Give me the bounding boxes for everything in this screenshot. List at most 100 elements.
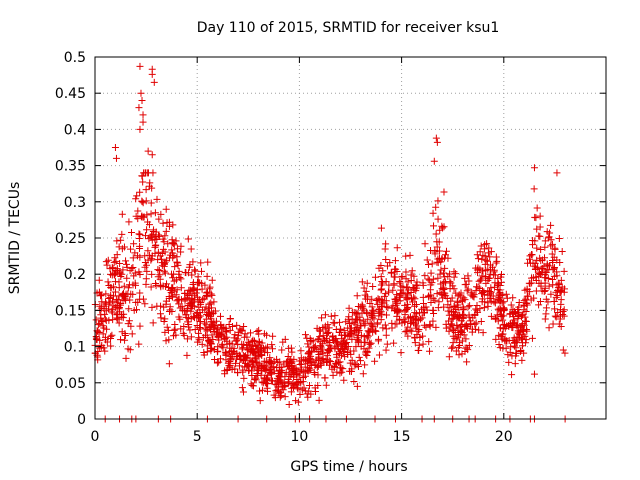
data-point	[434, 215, 442, 223]
data-point	[281, 335, 289, 343]
data-point	[228, 340, 236, 348]
data-point	[532, 273, 540, 281]
data-point	[111, 288, 119, 296]
data-point	[222, 327, 230, 335]
data-point	[201, 306, 209, 314]
data-point	[530, 164, 538, 172]
data-point	[107, 291, 115, 299]
data-point	[408, 267, 416, 275]
data-point	[465, 277, 473, 285]
data-point	[277, 368, 285, 376]
data-point	[314, 371, 322, 379]
data-point	[215, 336, 223, 344]
data-point	[491, 271, 499, 279]
data-point	[114, 315, 122, 323]
data-point	[189, 313, 197, 321]
data-point	[203, 327, 211, 335]
data-point	[463, 358, 471, 366]
data-point	[148, 270, 156, 278]
data-point	[255, 338, 263, 346]
data-point	[164, 240, 172, 248]
data-point	[223, 366, 231, 374]
data-point	[148, 303, 156, 311]
data-point	[461, 274, 469, 282]
data-point	[556, 288, 564, 296]
data-point	[136, 62, 144, 70]
data-point	[497, 278, 505, 286]
data-point	[479, 329, 487, 337]
data-point	[449, 343, 457, 351]
data-point	[411, 309, 419, 317]
data-point	[468, 328, 476, 336]
data-point	[194, 329, 202, 337]
data-point	[442, 247, 450, 255]
data-point	[268, 341, 276, 349]
data-point	[495, 296, 503, 304]
data-point	[542, 274, 550, 282]
data-point	[421, 240, 429, 248]
data-point	[412, 324, 420, 332]
data-point	[441, 264, 449, 272]
data-point	[512, 321, 520, 329]
data-point	[260, 374, 268, 382]
data-point	[116, 269, 124, 277]
data-point	[265, 366, 273, 374]
data-point	[455, 291, 463, 299]
data-point	[154, 256, 162, 264]
data-point	[458, 350, 466, 358]
data-point	[365, 344, 373, 352]
data-point	[428, 279, 436, 287]
data-point	[162, 205, 170, 213]
data-point	[256, 397, 264, 405]
data-point	[391, 320, 399, 328]
data-point	[530, 370, 538, 378]
data-point	[161, 328, 169, 336]
data-point	[154, 248, 162, 256]
x-tick-label: 0	[91, 429, 100, 445]
data-point	[126, 296, 134, 304]
data-point	[557, 296, 565, 304]
data-point	[388, 319, 396, 327]
data-point	[107, 342, 115, 350]
data-point	[536, 254, 544, 262]
data-point	[476, 248, 484, 256]
data-point	[479, 288, 487, 296]
data-point	[223, 337, 231, 345]
data-point	[457, 327, 465, 335]
data-point	[555, 234, 563, 242]
data-point	[193, 321, 201, 329]
data-point	[414, 346, 422, 354]
data-point	[139, 118, 147, 126]
data-point	[377, 224, 385, 232]
data-point	[525, 255, 533, 263]
data-point	[429, 275, 437, 283]
data-point	[98, 298, 106, 306]
data-point	[401, 328, 409, 336]
data-point	[551, 244, 559, 252]
data-point	[335, 359, 343, 367]
data-point	[454, 301, 462, 309]
chart-title: Day 110 of 2015, SRMTID for receiver ksu…	[197, 20, 500, 36]
data-point	[531, 237, 539, 245]
data-point	[340, 376, 348, 384]
data-point	[278, 346, 286, 354]
data-point	[552, 293, 560, 301]
data-point	[276, 378, 284, 386]
data-point	[334, 358, 342, 366]
data-point	[148, 70, 156, 78]
data-point	[296, 368, 304, 376]
data-point	[136, 188, 144, 196]
data-point	[495, 331, 503, 339]
data-point	[522, 336, 530, 344]
data-point	[131, 249, 139, 257]
data-point	[472, 305, 480, 313]
data-point	[237, 327, 245, 335]
data-point	[407, 318, 415, 326]
data-point	[517, 346, 525, 354]
data-point	[549, 256, 557, 264]
data-point	[113, 251, 121, 259]
data-point	[425, 338, 433, 346]
data-point	[249, 357, 257, 365]
data-point	[140, 213, 148, 221]
data-point	[297, 347, 305, 355]
